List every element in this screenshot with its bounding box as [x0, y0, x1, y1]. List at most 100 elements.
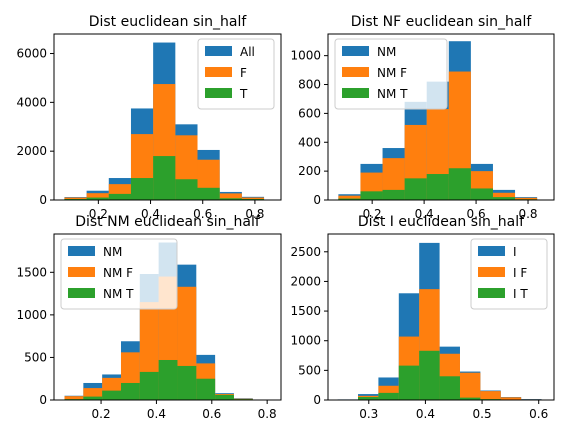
histogram-bar: [480, 391, 501, 400]
histogram-bar: [338, 198, 361, 200]
legend: NM NM F NM T: [334, 38, 448, 110]
axes-frame: [327, 233, 555, 401]
legend-swatch: [68, 267, 95, 277]
y-tick-label: 0: [313, 193, 321, 207]
x-tick-label: 0.4: [415, 207, 434, 221]
histogram-bar: [158, 359, 178, 400]
histogram-bar: [378, 392, 399, 400]
y-tick-label: 200: [298, 164, 321, 178]
x-tick-label: 0.2: [92, 407, 111, 421]
x-tick-label: 0.8: [245, 207, 264, 221]
x-tick-label: 0.4: [147, 407, 166, 421]
histogram-bar: [175, 179, 198, 200]
legend-label: I T: [513, 287, 528, 301]
chart-title: Dist I euclidean sin_half: [358, 214, 525, 230]
histogram-bar: [419, 350, 440, 400]
histogram-bar: [492, 192, 516, 200]
y-tick-label: 0: [313, 393, 321, 407]
x-tick-label: 0.8: [258, 407, 277, 421]
legend-label: NM: [103, 245, 122, 259]
histogram-bar: [382, 189, 405, 200]
histogram-bar: [83, 388, 103, 400]
axes-frame: [53, 233, 282, 401]
y-tick-label: 800: [298, 78, 321, 92]
legend-label: NM T: [377, 87, 408, 101]
histogram-bar: [459, 372, 481, 400]
histogram-bar: [177, 365, 197, 400]
histogram-bar: [120, 382, 140, 400]
legend-swatch: [68, 288, 95, 298]
y-tick-label: 1000: [16, 308, 47, 322]
histogram-bar: [426, 174, 449, 200]
histogram-bar: [219, 193, 242, 200]
y-tick-label: 500: [298, 363, 321, 377]
axes-frame: [53, 33, 282, 201]
x-tick-label: 0.6: [193, 207, 212, 221]
legend-swatch: [342, 46, 369, 56]
histogram-bar: [360, 191, 383, 200]
legend-swatch: [205, 46, 232, 56]
axes-frame: [327, 33, 555, 201]
x-tick-label: 0.3: [359, 407, 378, 421]
histogram-bar: [439, 376, 460, 400]
histogram-bar: [398, 365, 420, 400]
x-tick-label: 0.6: [202, 407, 221, 421]
legend-label: All: [240, 45, 255, 59]
histogram-bar: [459, 397, 481, 400]
legend-label: T: [239, 87, 248, 101]
histogram-bar: [358, 397, 379, 400]
histogram-bar: [139, 371, 159, 400]
chart-title: Dist euclidean sin_half: [89, 14, 248, 30]
legend-swatch: [342, 88, 369, 98]
y-tick-label: 600: [298, 106, 321, 120]
series-nm-t: [64, 359, 253, 400]
legend-label: I F: [513, 266, 527, 280]
legend-label: NM F: [103, 266, 133, 280]
histogram-panel-2: 0.2 0.4 0.6 0.8 0 200 400 600 800 1000 Dist NF euc…: [290, 14, 555, 221]
histogram-bar: [500, 397, 522, 400]
histogram-bar: [64, 197, 87, 200]
legend-label: F: [240, 66, 247, 80]
y-tick-label: 1500: [290, 304, 321, 318]
series-i-t: [337, 350, 542, 400]
legend-label: NM F: [377, 66, 407, 80]
histogram-bar: [448, 168, 471, 200]
histogram-bar: [86, 193, 109, 200]
histogram-bar: [215, 394, 234, 400]
chart-title: Dist NM euclidean sin_half: [75, 214, 261, 230]
y-tick-label: 2000: [290, 274, 321, 288]
y-tick-label: 2000: [16, 144, 47, 158]
y-tick-label: 2500: [290, 245, 321, 259]
legend: NM NM F NM T: [60, 238, 178, 310]
histogram-panel-3: 0.2 0.4 0.6 0.8 0 500 1000 1500 Dist NM euclidea…: [16, 214, 282, 421]
y-tick-label: 0: [39, 393, 47, 407]
series-nm-t: [338, 168, 538, 200]
histogram-panel-4: 0.3 0.4 0.5 0.6 0 500 1000 1500 2000 2500 Dist I e…: [290, 214, 555, 421]
histogram-bar: [241, 197, 265, 200]
x-tick-label: 0.5: [473, 407, 492, 421]
histogram-bar: [515, 197, 538, 200]
chart-title: Dist NF euclidean sin_half: [351, 14, 533, 30]
histogram-bar: [86, 197, 109, 200]
legend-label: NM: [377, 45, 396, 59]
y-tick-label: 500: [24, 350, 47, 364]
legend-swatch: [68, 246, 95, 256]
x-tick-label: 0.4: [416, 407, 435, 421]
legend-swatch: [478, 267, 505, 277]
histogram-bar: [492, 197, 516, 200]
x-tick-label: 0.6: [467, 207, 486, 221]
histogram-bar: [219, 198, 242, 200]
histogram-bar: [153, 156, 176, 200]
x-tick-label: 0.4: [141, 207, 160, 221]
y-tick-label: 400: [298, 135, 321, 149]
legend-swatch: [205, 88, 232, 98]
histogram-bar: [83, 396, 103, 400]
x-tick-label: 0.2: [89, 207, 108, 221]
histogram-panel-1: 0.2 0.4 0.6 0.8 0 2000 4000 6000 Dist euclidean …: [16, 14, 282, 221]
y-tick-label: 4000: [16, 95, 47, 109]
histogram-bar: [196, 378, 216, 400]
histogram-bar: [197, 187, 220, 200]
histogram-bar: [382, 158, 405, 200]
legend-swatch: [342, 67, 369, 77]
